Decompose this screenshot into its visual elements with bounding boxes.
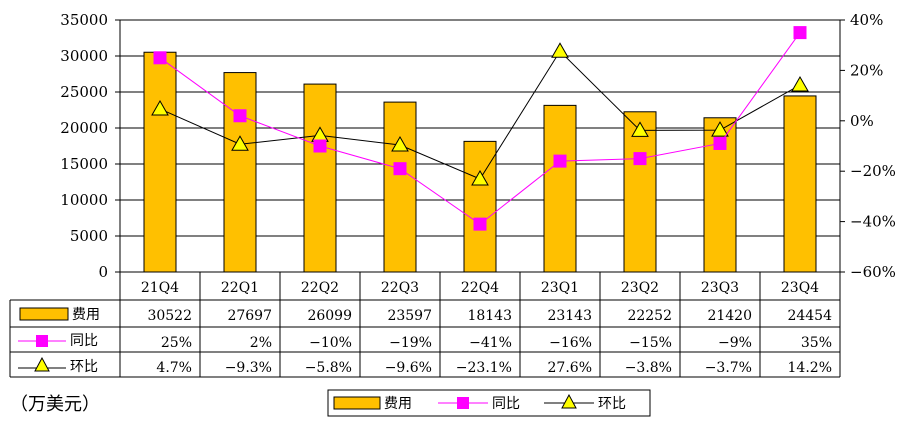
marker-square (233, 109, 247, 123)
table-cell: 14.2% (788, 360, 832, 376)
legend-label: 环比 (598, 396, 626, 412)
x-tick-label: 23Q2 (621, 280, 659, 296)
marker-triangle (471, 170, 489, 186)
y2-tick-label: −20% (850, 162, 896, 180)
marker-triangle (791, 76, 809, 92)
legend-marker-square (36, 335, 48, 347)
table-cell: −15% (629, 335, 672, 351)
y2-tick-label: 0% (850, 112, 874, 130)
table-cell: 21420 (707, 308, 752, 324)
row-label: 环比 (70, 359, 98, 375)
marker-square (393, 162, 407, 176)
table-cell: −41% (469, 335, 512, 351)
bar (223, 72, 257, 273)
x-tick-label: 22Q3 (381, 280, 419, 296)
x-tick-label: 23Q1 (541, 280, 579, 296)
y2-tick-label: −60% (850, 263, 896, 281)
marker-triangle (551, 42, 569, 58)
y-tick-label: 30000 (60, 47, 108, 65)
legend-marker-triangle (34, 356, 50, 372)
table-cell: 23597 (387, 308, 432, 324)
unit-label: （万美元） (10, 394, 100, 415)
x-tick-label: 23Q4 (781, 280, 819, 296)
y2-tick-label: 40% (850, 11, 883, 29)
marker-triangle (391, 135, 409, 152)
bar (543, 104, 577, 273)
table-cell: −9.6% (385, 360, 432, 376)
legend-label: 费用 (384, 396, 412, 412)
table-cell: −10% (309, 335, 352, 351)
legend-box (327, 389, 651, 417)
table-cell: 22252 (627, 308, 672, 324)
table-cell: −23.1% (456, 360, 512, 376)
x-tick-label: 22Q4 (461, 280, 499, 296)
table-cell: 24454 (787, 308, 832, 324)
table-cell: −9.3% (225, 360, 272, 376)
x-tick-label: 23Q3 (701, 280, 739, 296)
y-tick-label: 15000 (60, 155, 108, 173)
legend-marker-square (457, 397, 469, 409)
table-cell: −3.7% (705, 360, 752, 376)
marker-square (793, 26, 807, 40)
marker-triangle (711, 121, 729, 137)
table-cell: −3.8% (625, 360, 672, 376)
marker-triangle (151, 99, 169, 116)
table-cell: −5.8% (305, 360, 352, 376)
table-cell: 27697 (227, 308, 272, 324)
table-cell: 4.7% (156, 360, 192, 376)
x-tick-label: 22Q2 (301, 280, 339, 296)
x-tick-label: 22Q1 (221, 280, 259, 296)
bar (303, 83, 337, 273)
legend-label: 同比 (492, 396, 520, 412)
table-cell: −19% (389, 335, 432, 351)
table-cell: 26099 (307, 308, 352, 324)
y2-tick-label: 20% (850, 61, 883, 79)
bar (783, 95, 817, 273)
legend-marker-triangle (561, 393, 577, 409)
marker-triangle (231, 135, 249, 151)
table-cell: −16% (549, 335, 592, 351)
bar (623, 111, 657, 273)
table-cell: 30522 (147, 308, 192, 324)
marker-square (553, 154, 567, 168)
bar (143, 51, 177, 273)
y-tick-label: 5000 (70, 227, 108, 245)
marker-triangle (631, 121, 649, 137)
marker-square (313, 139, 327, 153)
y-tick-label: 20000 (60, 119, 108, 137)
y-tick-label: 0 (98, 263, 108, 281)
marker-square (473, 217, 487, 231)
marker-square (153, 51, 167, 65)
x-tick-label: 21Q4 (141, 280, 179, 296)
table-cell: 2% (250, 335, 272, 351)
y-tick-label: 25000 (60, 83, 108, 101)
table-cell: −9% (718, 335, 752, 351)
row-label: 同比 (70, 333, 98, 349)
y2-tick-label: −40% (850, 213, 896, 231)
row-label: 费用 (72, 307, 100, 323)
table-cell: 25% (161, 335, 192, 351)
marker-square (713, 136, 727, 150)
table-cell: 18143 (467, 308, 512, 324)
table-cell: 27.6% (548, 360, 592, 376)
table-cell: 23143 (547, 308, 592, 324)
table-cell: 35% (801, 335, 832, 351)
legend-swatch-bar (333, 396, 381, 410)
bar (383, 101, 417, 273)
y-tick-label: 10000 (60, 191, 108, 209)
legend-swatch-bar (19, 307, 69, 321)
marker-square (633, 152, 647, 166)
y-tick-label: 35000 (60, 11, 108, 29)
bar (463, 140, 497, 273)
